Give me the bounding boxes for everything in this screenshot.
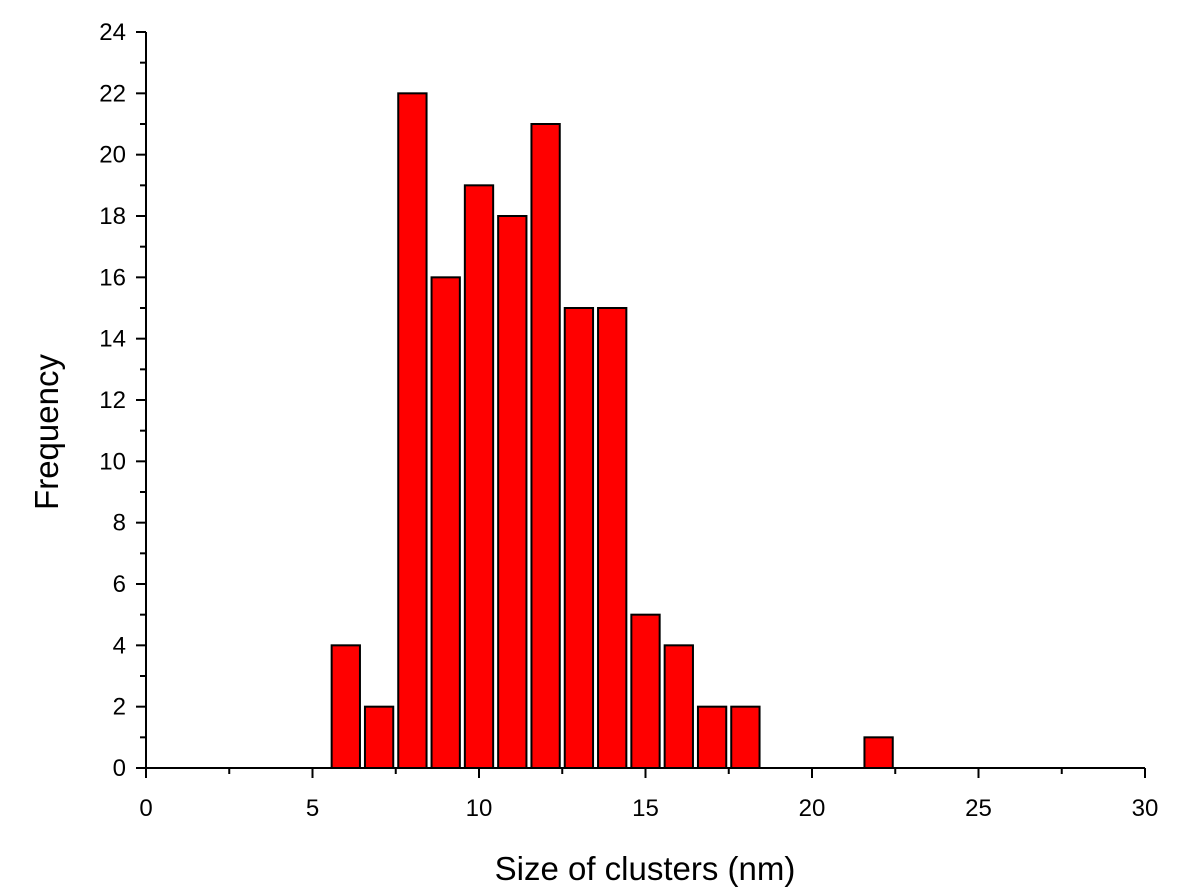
y-tick-label: 12 <box>99 387 126 414</box>
y-tick-label: 6 <box>113 571 126 598</box>
y-tick-label: 10 <box>99 448 126 475</box>
bar <box>563 307 595 769</box>
y-tick-label: 0 <box>113 755 126 782</box>
bar <box>363 705 395 770</box>
bar <box>330 644 361 769</box>
bar <box>430 276 461 769</box>
x-tick-label: 0 <box>139 795 152 822</box>
y-tick-label: 20 <box>99 142 126 169</box>
y-tick-label: 24 <box>99 19 126 46</box>
bar <box>463 184 495 770</box>
y-tick-label: 2 <box>113 694 126 721</box>
bar <box>863 736 894 769</box>
bar <box>630 613 661 770</box>
x-tick-label: 20 <box>799 795 826 822</box>
bar <box>730 705 761 770</box>
bar <box>397 92 428 770</box>
x-tick-label: 30 <box>1132 795 1159 822</box>
x-tick-label: 5 <box>306 795 319 822</box>
y-tick-label: 16 <box>99 264 126 291</box>
y-axis-title: Frequency <box>28 354 65 510</box>
y-tick-label: 8 <box>113 510 126 537</box>
bars-group <box>330 92 894 770</box>
x-tick-label: 15 <box>632 795 659 822</box>
bar <box>597 307 628 769</box>
bar <box>663 644 694 769</box>
bar <box>530 123 561 769</box>
x-tick-label: 10 <box>466 795 493 822</box>
y-tick-label: 18 <box>99 203 126 230</box>
y-tick-label: 22 <box>99 80 126 107</box>
x-axis-title: Size of clusters (nm) <box>495 850 796 887</box>
y-tick-label: 14 <box>99 326 126 353</box>
bar <box>696 705 728 770</box>
x-tick-label: 25 <box>965 795 992 822</box>
y-tick-label: 4 <box>113 632 126 659</box>
bar <box>497 215 528 769</box>
